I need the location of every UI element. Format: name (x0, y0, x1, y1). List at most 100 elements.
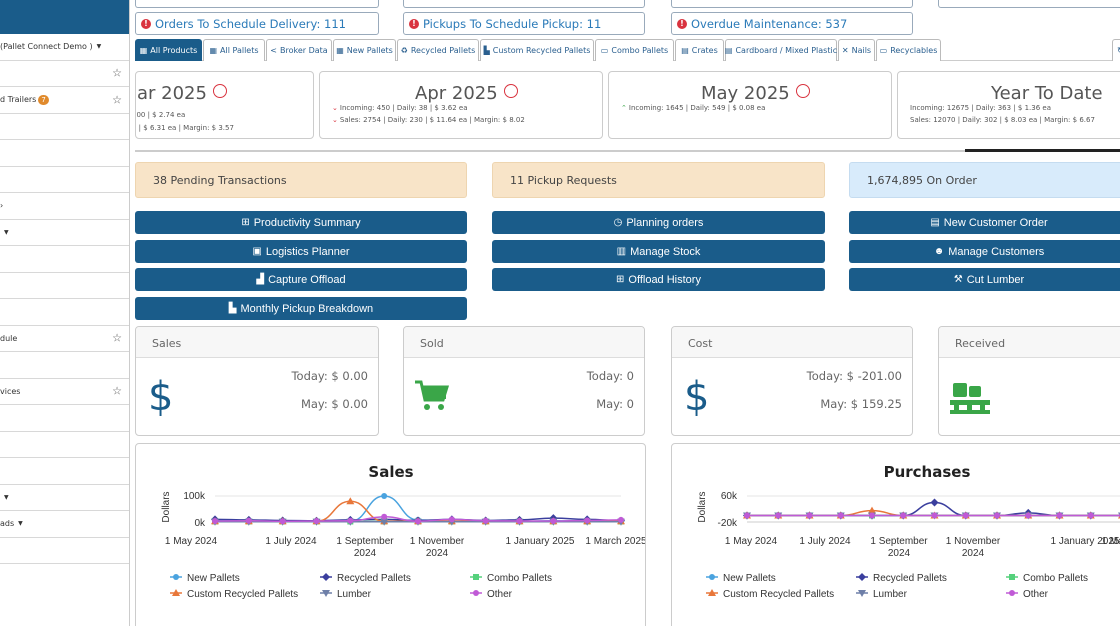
data-point[interactable] (618, 516, 624, 523)
tab-cardboard-mixed-plastic[interactable]: ▤ Cardboard / Mixed Plastic (725, 39, 837, 61)
tab-nails[interactable]: ✕ Nails (838, 39, 875, 61)
data-point[interactable] (381, 513, 388, 520)
alert-overdue-maintenance[interactable]: ! Overdue Maintenance: 537 (671, 12, 913, 35)
sidebar-item[interactable] (0, 273, 129, 299)
star-icon[interactable]: ☆ (112, 331, 122, 345)
data-point[interactable] (806, 512, 813, 519)
sidebar-item[interactable] (0, 432, 129, 458)
data-point[interactable] (744, 512, 750, 519)
data-point[interactable] (868, 506, 876, 514)
productivity-summary-button[interactable]: ⊞ Productivity Summary (135, 211, 467, 234)
legend-marker[interactable] (172, 589, 180, 596)
data-point[interactable] (516, 517, 523, 524)
star-icon[interactable]: ☆ (112, 93, 122, 107)
cut-lumber-button[interactable]: ⚒ Cut Lumber (849, 268, 1120, 291)
data-point[interactable] (931, 512, 938, 519)
data-point[interactable] (279, 518, 286, 525)
manage-stock-button[interactable]: ▥ Manage Stock (492, 240, 825, 263)
tab-new-pallets[interactable]: ▦ New Pallets (333, 39, 396, 61)
data-point[interactable] (482, 517, 489, 524)
data-point[interactable] (1087, 512, 1094, 519)
sidebar-item[interactable]: ▼ (0, 220, 129, 246)
new-customer-order-button[interactable]: ▤ New Customer Order (849, 211, 1120, 234)
data-point[interactable] (550, 517, 557, 524)
data-point[interactable] (313, 517, 320, 524)
star-icon[interactable]: ☆ (112, 66, 122, 80)
legend-marker[interactable] (858, 590, 866, 597)
legend-marker[interactable] (173, 574, 179, 580)
legend-item[interactable]: Custom Recycled Pallets (706, 589, 834, 600)
legend-marker[interactable] (322, 573, 330, 581)
sidebar-item[interactable] (0, 246, 129, 273)
sidebar-item[interactable]: › (0, 193, 129, 220)
sidebar-item[interactable] (0, 352, 129, 379)
data-point[interactable] (837, 512, 844, 519)
legend-item[interactable]: Combo Pallets (470, 573, 552, 584)
pickup-requests-box[interactable]: 11 Pickup Requests (492, 162, 825, 198)
tab-refresh[interactable]: ↻ (1112, 39, 1120, 61)
capture-offload-button[interactable]: ▟ Capture Offload (135, 268, 467, 291)
sidebar-item[interactable]: ▼ (0, 485, 129, 511)
data-point[interactable] (347, 517, 354, 524)
logistics-planner-button[interactable]: ▣ Logistics Planner (135, 240, 467, 263)
legend-marker[interactable] (858, 573, 866, 581)
data-point[interactable] (381, 493, 388, 499)
legend-item[interactable]: Custom Recycled Pallets (170, 589, 298, 600)
manage-customers-button[interactable]: ☻ Manage Customers (849, 240, 1120, 263)
tab-custom-recycled-pallets[interactable]: ▙ Custom Recycled Pallets (480, 39, 594, 61)
data-point[interactable] (930, 498, 939, 507)
legend-item[interactable]: Other (1006, 589, 1049, 600)
legend-item[interactable]: Lumber (856, 589, 908, 600)
sidebar-item[interactable]: ads ▼ (0, 511, 129, 538)
data-point[interactable] (380, 518, 389, 526)
sidebar-item[interactable]: (Pallet Connect Demo ) ▼ (0, 34, 129, 61)
star-icon[interactable]: ☆ (112, 384, 122, 398)
sidebar-item[interactable]: ☆ (0, 61, 129, 87)
data-point[interactable] (869, 512, 875, 519)
alert-orders-to-schedule[interactable]: ! Orders To Schedule Delivery: 111 (135, 12, 379, 35)
data-point[interactable] (212, 517, 218, 524)
data-point[interactable] (775, 512, 782, 519)
sidebar-item[interactable]: vices ☆ (0, 379, 129, 405)
data-point[interactable] (962, 512, 969, 519)
planning-orders-button[interactable]: ◷ Planning orders (492, 211, 825, 234)
data-point[interactable] (900, 512, 907, 519)
sidebar-item[interactable]: d Trailers 7 ☆ (0, 87, 129, 114)
tab-all-pallets[interactable]: ▦ All Pallets (203, 39, 265, 61)
offload-history-button[interactable]: ⊞ Offload History (492, 268, 825, 291)
legend-item[interactable]: Lumber (320, 589, 372, 600)
legend-marker[interactable] (1009, 574, 1015, 580)
legend-marker[interactable] (473, 590, 479, 596)
tab-recyclables[interactable]: ▭ Recyclables (876, 39, 941, 61)
data-point[interactable] (994, 512, 1000, 519)
data-point[interactable] (448, 516, 455, 523)
monthly-pickup-breakdown-button[interactable]: ▙ Monthly Pickup Breakdown (135, 297, 467, 320)
data-point[interactable] (1025, 512, 1032, 519)
tab-combo-pallets[interactable]: ▭ Combo Pallets (595, 39, 674, 61)
legend-marker[interactable] (709, 574, 715, 580)
legend-item[interactable]: Recycled Pallets (320, 573, 411, 584)
legend-item[interactable]: New Pallets (170, 573, 240, 584)
alert-pickups-to-schedule[interactable]: ! Pickups To Schedule Pickup: 11 (403, 12, 645, 35)
sidebar-item[interactable] (0, 538, 129, 564)
tab-broker-data[interactable]: < Broker Data (266, 39, 332, 61)
legend-item[interactable]: Combo Pallets (1006, 573, 1088, 584)
sidebar-item[interactable] (0, 299, 129, 326)
tab-crates[interactable]: ▤ Crates (675, 39, 724, 61)
data-point[interactable] (415, 518, 421, 525)
legend-item[interactable]: Recycled Pallets (856, 573, 947, 584)
legend-marker[interactable] (1009, 590, 1015, 596)
legend-marker[interactable] (708, 589, 716, 596)
data-point[interactable] (346, 497, 355, 505)
tab-all-products[interactable]: ▦ All Products (135, 39, 202, 61)
data-point[interactable] (1056, 512, 1063, 519)
sidebar-item[interactable]: dule ☆ (0, 326, 129, 352)
sidebar-item[interactable] (0, 405, 129, 432)
legend-item[interactable]: New Pallets (706, 573, 776, 584)
legend-item[interactable]: Other (470, 589, 513, 600)
legend-marker[interactable] (473, 574, 479, 580)
data-point[interactable] (245, 517, 252, 524)
sidebar-item[interactable] (0, 167, 129, 193)
sidebar-item[interactable] (0, 140, 129, 167)
sidebar-item[interactable] (0, 458, 129, 485)
